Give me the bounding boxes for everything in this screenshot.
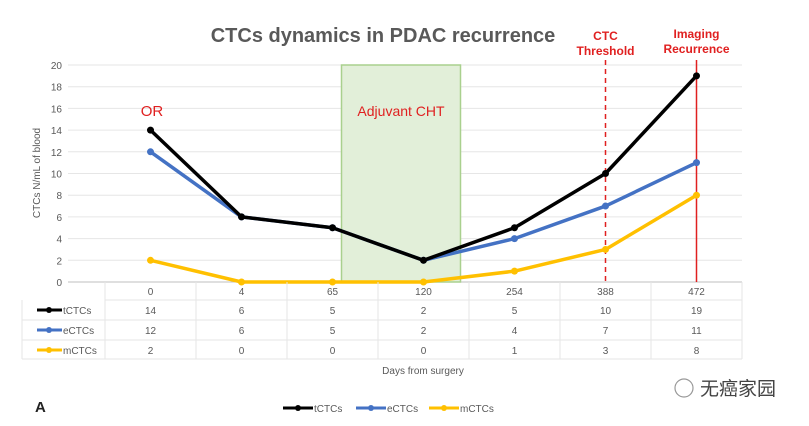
x-axis-label: Days from surgery <box>382 366 464 377</box>
table-cell: 5 <box>512 306 518 317</box>
y-axis-label: CTCs N/mL of blood <box>32 128 43 218</box>
data-point-mCTCs <box>420 278 427 286</box>
table-cell: 11 <box>691 326 702 337</box>
adjuvant-cht-region <box>340 64 462 283</box>
x-tick-label: 0 <box>148 287 154 298</box>
y-tick-label: 12 <box>51 148 63 159</box>
table-cell: 2 <box>421 326 427 337</box>
data-point-eCTCs <box>147 148 154 156</box>
adjuvant-cht-label: Adjuvant CHT <box>357 103 445 119</box>
watermark-text: 无癌家园 <box>700 378 776 400</box>
table-cell: 7 <box>603 326 609 337</box>
x-tick-label: 65 <box>327 287 339 298</box>
y-tick-label: 20 <box>51 61 63 72</box>
table-cell: 6 <box>239 306 245 317</box>
y-tick-label: 6 <box>56 213 62 224</box>
legend-marker-mCTCs <box>441 405 447 411</box>
data-point-eCTCs <box>602 202 609 210</box>
table-cell: 5 <box>330 306 336 317</box>
data-point-mCTCs <box>511 267 518 275</box>
table-cell: 14 <box>145 306 157 317</box>
data-point-tCTCs <box>693 72 700 80</box>
ctc-threshold-label-2: Threshold <box>576 44 634 58</box>
y-tick-label: 8 <box>56 191 62 202</box>
table-cell: 12 <box>145 326 157 337</box>
table-cell: 5 <box>330 326 336 337</box>
table-row-label: mCTCs <box>63 346 97 357</box>
data-point-eCTCs <box>511 235 518 243</box>
y-tick-label: 0 <box>56 278 62 289</box>
data-point-mCTCs <box>147 256 154 264</box>
table-row-label: eCTCs <box>63 326 94 337</box>
x-tick-label: 254 <box>506 287 523 298</box>
wechat-icon <box>674 378 694 398</box>
y-tick-label: 10 <box>51 170 63 181</box>
table-cell: 0 <box>330 346 336 357</box>
table-cell: 3 <box>603 346 609 357</box>
x-tick-label: 4 <box>239 287 245 298</box>
data-point-mCTCs <box>693 191 700 199</box>
table-cell: 0 <box>421 346 427 357</box>
table-cell: 19 <box>691 306 703 317</box>
legend-label-mCTCs: mCTCs <box>460 404 494 415</box>
watermark: 无癌家园 <box>674 378 776 400</box>
data-point-tCTCs <box>238 213 245 221</box>
ctc-threshold-label-1: CTC <box>593 29 618 43</box>
data-point-mCTCs <box>329 278 336 286</box>
legend-marker-tCTCs <box>295 405 301 411</box>
x-tick-label: 120 <box>415 287 432 298</box>
data-point-eCTCs <box>693 159 700 167</box>
table-legend-marker <box>46 307 52 313</box>
chart-title: CTCs dynamics in PDAC recurrence <box>211 25 556 47</box>
y-tick-label: 18 <box>51 83 63 94</box>
legend-label-tCTCs: tCTCs <box>314 404 342 415</box>
y-tick-label: 4 <box>56 235 62 246</box>
table-legend-marker <box>46 347 52 353</box>
data-point-mCTCs <box>602 245 609 253</box>
table-cell: 2 <box>421 306 427 317</box>
y-tick-label: 2 <box>56 256 62 267</box>
y-tick-label: 14 <box>51 126 63 137</box>
table-legend-marker <box>46 327 52 333</box>
table-cell: 8 <box>694 346 700 357</box>
data-point-mCTCs <box>238 278 245 286</box>
imaging-recurrence-label-1: Imaging <box>673 27 719 41</box>
table-cell: 1 <box>512 346 518 357</box>
table-cell: 4 <box>512 326 518 337</box>
panel-label: A <box>35 399 46 416</box>
data-point-tCTCs <box>511 224 518 232</box>
or-label: OR <box>141 103 164 120</box>
x-tick-label: 388 <box>597 287 614 298</box>
table-row-label: tCTCs <box>63 306 91 317</box>
data-point-tCTCs <box>420 256 427 264</box>
y-tick-label: 16 <box>51 104 63 115</box>
x-tick-label: 472 <box>688 287 705 298</box>
imaging-recurrence-label-2: Recurrence <box>663 42 729 56</box>
legend-marker-eCTCs <box>368 405 374 411</box>
table-cell: 0 <box>239 346 245 357</box>
table-cell: 2 <box>148 346 154 357</box>
data-point-tCTCs <box>329 224 336 232</box>
legend-label-eCTCs: eCTCs <box>387 404 418 415</box>
data-point-tCTCs <box>147 126 154 134</box>
table-cell: 6 <box>239 326 245 337</box>
table-cell: 10 <box>600 306 612 317</box>
data-point-tCTCs <box>602 170 609 177</box>
